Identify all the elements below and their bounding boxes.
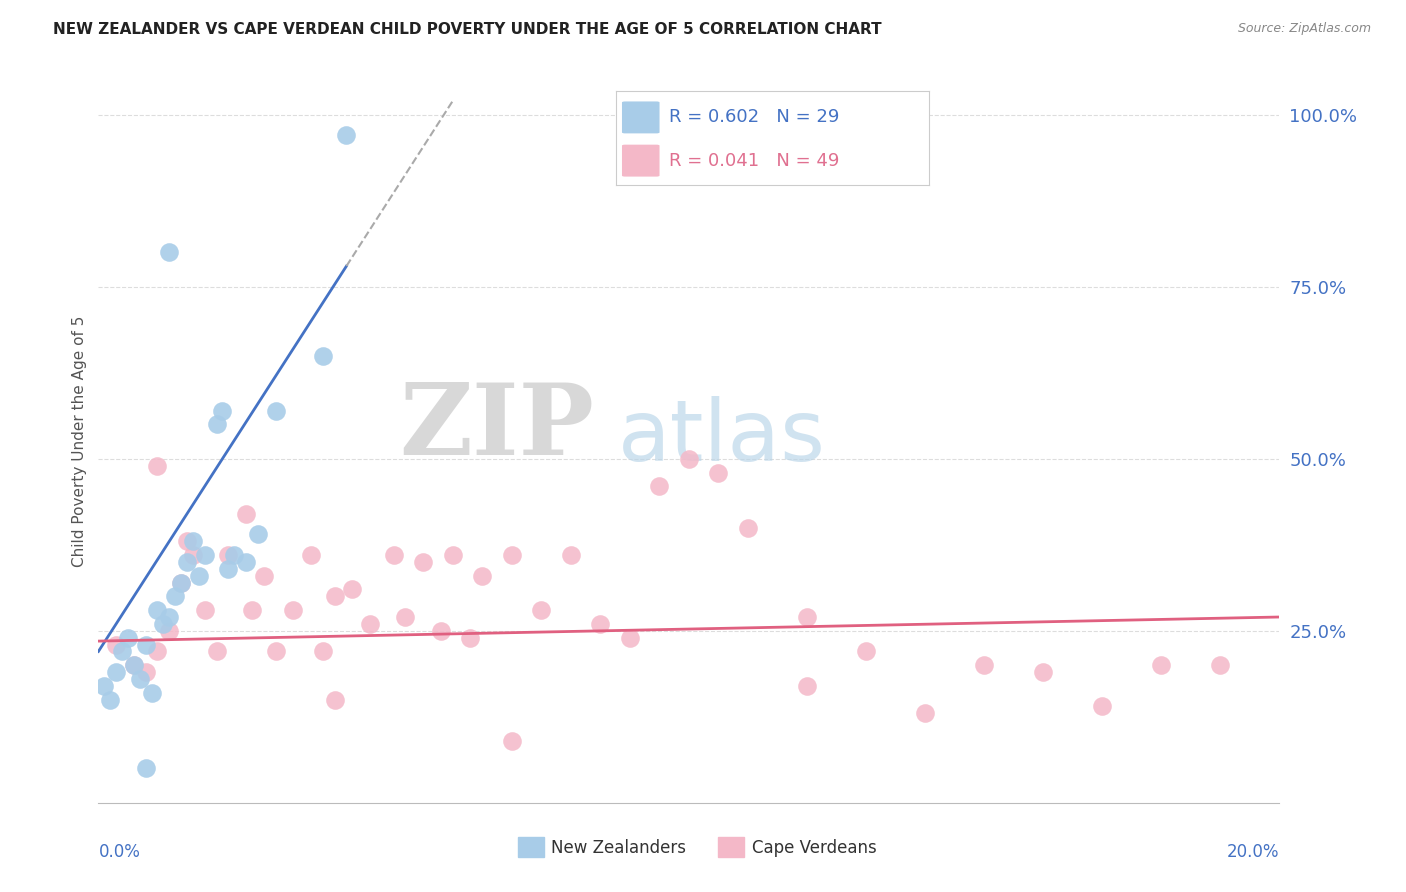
Point bbox=[323, 590, 346, 604]
Point bbox=[501, 734, 523, 748]
Point bbox=[194, 548, 217, 562]
Text: New Zealanders: New Zealanders bbox=[551, 838, 686, 856]
Point bbox=[122, 658, 145, 673]
Point bbox=[187, 568, 209, 582]
Point bbox=[170, 575, 193, 590]
Point bbox=[246, 527, 269, 541]
Text: ZIP: ZIP bbox=[399, 378, 595, 475]
Point bbox=[560, 548, 582, 562]
Point bbox=[135, 638, 157, 652]
Point bbox=[146, 603, 169, 617]
Point bbox=[205, 417, 228, 432]
Point bbox=[240, 603, 263, 617]
Point bbox=[141, 686, 163, 700]
Point bbox=[441, 548, 464, 562]
Point bbox=[105, 638, 128, 652]
Point bbox=[93, 679, 115, 693]
Text: 20.0%: 20.0% bbox=[1227, 843, 1279, 861]
Point bbox=[394, 610, 416, 624]
Point bbox=[122, 658, 145, 673]
Point bbox=[194, 603, 217, 617]
Point bbox=[335, 128, 357, 143]
Text: Cape Verdeans: Cape Verdeans bbox=[752, 838, 876, 856]
Point bbox=[176, 534, 198, 549]
Point bbox=[1150, 658, 1173, 673]
Point bbox=[181, 534, 204, 549]
Text: 0.0%: 0.0% bbox=[98, 843, 141, 861]
Point bbox=[460, 631, 482, 645]
Point bbox=[253, 568, 276, 582]
Point bbox=[176, 555, 198, 569]
Point bbox=[157, 610, 180, 624]
Point bbox=[973, 658, 995, 673]
Point bbox=[217, 562, 239, 576]
Point bbox=[914, 706, 936, 721]
Point bbox=[157, 624, 180, 638]
Point bbox=[430, 624, 453, 638]
Point bbox=[678, 451, 700, 466]
Point bbox=[117, 631, 139, 645]
Point bbox=[342, 582, 364, 597]
Point bbox=[1209, 658, 1232, 673]
Point bbox=[382, 548, 405, 562]
Point bbox=[98, 692, 121, 706]
Point bbox=[1032, 665, 1054, 679]
Text: atlas: atlas bbox=[619, 396, 827, 479]
Point bbox=[146, 458, 169, 473]
Point bbox=[235, 555, 257, 569]
Point bbox=[105, 665, 128, 679]
Point bbox=[312, 644, 335, 658]
Point bbox=[619, 631, 641, 645]
Point bbox=[855, 644, 877, 658]
Point bbox=[128, 672, 150, 686]
Point bbox=[412, 555, 434, 569]
Point bbox=[359, 616, 381, 631]
Point bbox=[181, 548, 204, 562]
Point bbox=[501, 548, 523, 562]
Point bbox=[264, 403, 287, 417]
Point bbox=[796, 679, 818, 693]
Bar bbox=[718, 837, 744, 857]
Point bbox=[135, 761, 157, 775]
Point bbox=[264, 644, 287, 658]
Point bbox=[312, 349, 335, 363]
Point bbox=[157, 245, 180, 260]
Point bbox=[152, 616, 174, 631]
Point bbox=[1091, 699, 1114, 714]
Point bbox=[146, 644, 169, 658]
Point bbox=[211, 403, 233, 417]
Point bbox=[217, 548, 239, 562]
Point bbox=[299, 548, 322, 562]
Point bbox=[170, 575, 193, 590]
Point bbox=[235, 507, 257, 521]
Point bbox=[589, 616, 612, 631]
Text: Source: ZipAtlas.com: Source: ZipAtlas.com bbox=[1237, 22, 1371, 36]
Point bbox=[224, 548, 246, 562]
Point bbox=[135, 665, 157, 679]
Point bbox=[165, 590, 187, 604]
Point bbox=[323, 692, 346, 706]
Text: NEW ZEALANDER VS CAPE VERDEAN CHILD POVERTY UNDER THE AGE OF 5 CORRELATION CHART: NEW ZEALANDER VS CAPE VERDEAN CHILD POVE… bbox=[53, 22, 882, 37]
Point bbox=[205, 644, 228, 658]
Point bbox=[707, 466, 730, 480]
Point bbox=[530, 603, 553, 617]
Point bbox=[471, 568, 494, 582]
Bar bbox=[517, 837, 544, 857]
Point bbox=[796, 610, 818, 624]
Point bbox=[111, 644, 134, 658]
Y-axis label: Child Poverty Under the Age of 5: Child Poverty Under the Age of 5 bbox=[72, 316, 87, 567]
Point bbox=[283, 603, 305, 617]
Point bbox=[648, 479, 671, 493]
Point bbox=[737, 520, 759, 534]
